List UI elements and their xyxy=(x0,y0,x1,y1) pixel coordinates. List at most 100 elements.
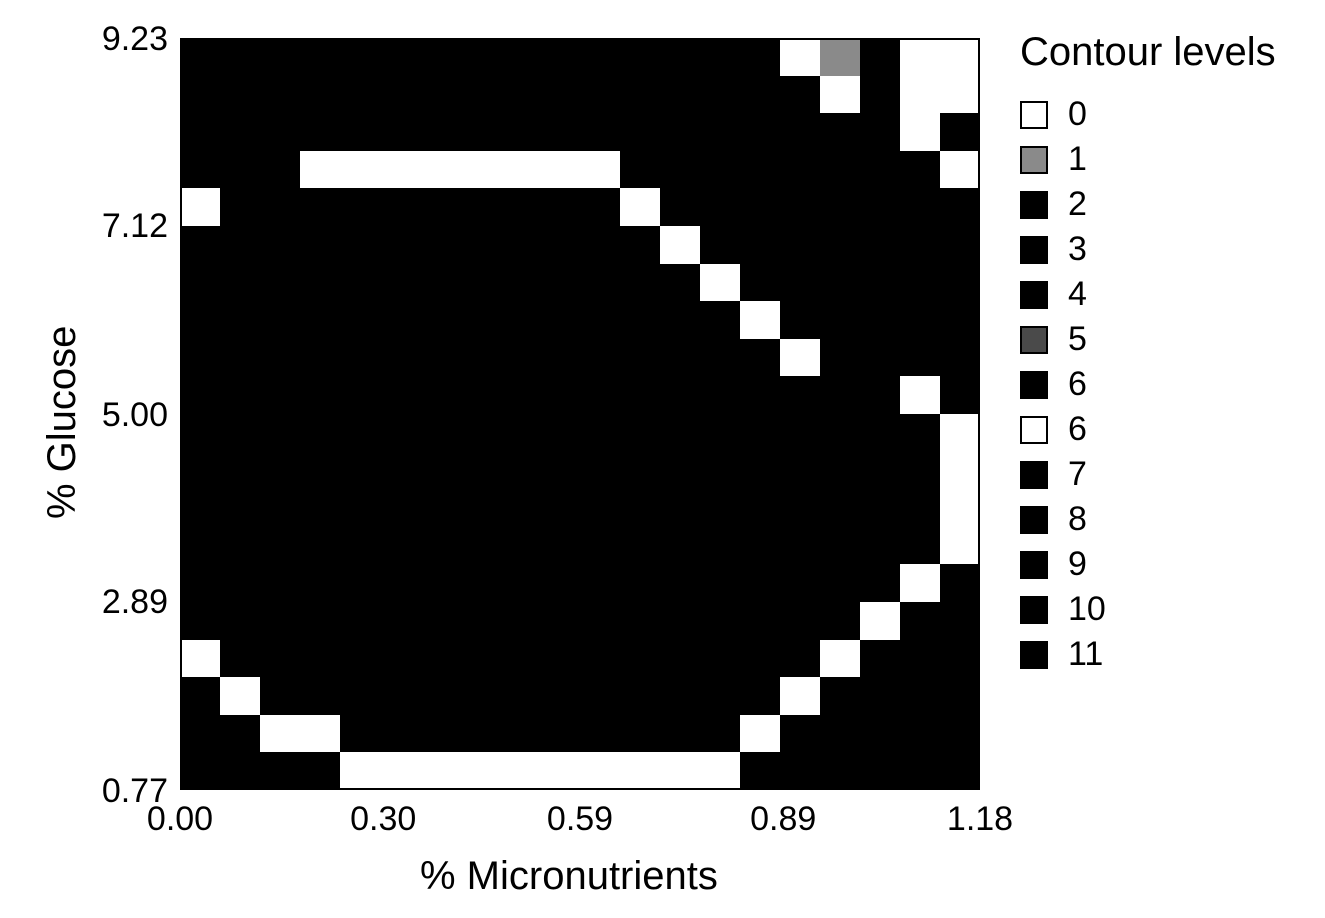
legend-item: 5 xyxy=(1020,320,1276,359)
heatmap-cell xyxy=(500,113,540,151)
heatmap-cell xyxy=(660,76,700,114)
heatmap-cell xyxy=(180,301,220,339)
heatmap-cell xyxy=(340,226,380,264)
heatmap-cell xyxy=(780,752,820,790)
heatmap-cell xyxy=(420,640,460,678)
heatmap-cell xyxy=(940,715,980,753)
heatmap-cell xyxy=(380,489,420,527)
heatmap-cell xyxy=(500,301,540,339)
heatmap-cell xyxy=(420,564,460,602)
heatmap-cell xyxy=(380,677,420,715)
heatmap-cell xyxy=(860,76,900,114)
legend-swatch xyxy=(1020,506,1048,534)
heatmap-cell xyxy=(940,76,980,114)
contour-heatmap-chart: 9.237.125.002.890.77 0.000.300.590.891.1… xyxy=(0,0,1325,918)
heatmap-cell xyxy=(500,414,540,452)
heatmap-cell xyxy=(300,602,340,640)
heatmap-cell xyxy=(740,752,780,790)
heatmap-cell xyxy=(500,715,540,753)
heatmap-cell xyxy=(620,188,660,226)
heatmap-cell xyxy=(660,264,700,302)
legend-item: 10 xyxy=(1020,590,1276,629)
heatmap-cell xyxy=(820,527,860,565)
heatmap-cell xyxy=(820,376,860,414)
heatmap-cell xyxy=(460,339,500,377)
legend: Contour levels 012345667891011 xyxy=(1020,30,1276,680)
heatmap-cell xyxy=(820,188,860,226)
heatmap-cell xyxy=(940,602,980,640)
y-tick-label: 7.12 xyxy=(78,207,168,246)
heatmap-cell xyxy=(820,414,860,452)
heatmap-cell xyxy=(420,226,460,264)
heatmap-cell xyxy=(940,376,980,414)
heatmap-cell xyxy=(420,677,460,715)
heatmap-cell xyxy=(420,602,460,640)
heatmap-cell xyxy=(220,677,260,715)
legend-item: 9 xyxy=(1020,545,1276,584)
heatmap-cell xyxy=(540,76,580,114)
legend-label: 4 xyxy=(1068,275,1087,314)
heatmap-cell xyxy=(460,640,500,678)
heatmap-cell xyxy=(380,113,420,151)
heatmap-cell xyxy=(820,151,860,189)
heatmap-cell xyxy=(820,452,860,490)
heatmap-cell xyxy=(500,376,540,414)
heatmap-cell xyxy=(580,226,620,264)
heatmap-cell xyxy=(260,339,300,377)
heatmap-cell xyxy=(820,564,860,602)
heatmap-cell xyxy=(260,527,300,565)
heatmap-cell xyxy=(740,76,780,114)
legend-swatch xyxy=(1020,641,1048,669)
heatmap-cell xyxy=(500,76,540,114)
legend-item: 0 xyxy=(1020,95,1276,134)
heatmap-cell xyxy=(420,264,460,302)
heatmap-cell xyxy=(900,339,940,377)
heatmap-cell xyxy=(860,188,900,226)
heatmap-cell xyxy=(700,640,740,678)
heatmap-cell xyxy=(780,264,820,302)
heatmap-cell xyxy=(300,640,340,678)
heatmap-cell xyxy=(300,226,340,264)
heatmap-cell xyxy=(700,38,740,76)
heatmap-cell xyxy=(300,151,340,189)
legend-item: 8 xyxy=(1020,500,1276,539)
heatmap-cell xyxy=(260,301,300,339)
heatmap-cell xyxy=(860,226,900,264)
heatmap-cell xyxy=(660,339,700,377)
heatmap-cell xyxy=(500,640,540,678)
heatmap-cell xyxy=(220,339,260,377)
heatmap-cell xyxy=(540,452,580,490)
heatmap-cell xyxy=(460,38,500,76)
heatmap-cell xyxy=(660,414,700,452)
heatmap-cell xyxy=(260,715,300,753)
heatmap-cell xyxy=(460,113,500,151)
x-tick-label: 0.59 xyxy=(547,800,613,839)
heatmap-cell xyxy=(780,76,820,114)
heatmap-cell xyxy=(380,602,420,640)
heatmap-cell xyxy=(460,376,500,414)
heatmap-cell xyxy=(860,602,900,640)
heatmap-cell xyxy=(940,264,980,302)
heatmap-cell xyxy=(700,76,740,114)
y-tick-label: 9.23 xyxy=(78,20,168,59)
y-tick-label: 5.00 xyxy=(78,396,168,435)
heatmap-cell xyxy=(700,301,740,339)
heatmap-cell xyxy=(340,452,380,490)
heatmap-cell xyxy=(220,151,260,189)
heatmap-cell xyxy=(740,38,780,76)
heatmap-cell xyxy=(620,752,660,790)
legend-item: 3 xyxy=(1020,230,1276,269)
heatmap-cell xyxy=(860,38,900,76)
heatmap-cell xyxy=(580,677,620,715)
heatmap-cell xyxy=(780,489,820,527)
heatmap-cell xyxy=(220,76,260,114)
heatmap-cell xyxy=(180,752,220,790)
heatmap-cell xyxy=(380,752,420,790)
heatmap-cell xyxy=(340,376,380,414)
heatmap-cell xyxy=(340,113,380,151)
legend-item: 11 xyxy=(1020,635,1276,674)
heatmap-cell xyxy=(780,527,820,565)
heatmap-cell xyxy=(580,301,620,339)
heatmap-cell xyxy=(900,264,940,302)
heatmap-cell xyxy=(380,226,420,264)
